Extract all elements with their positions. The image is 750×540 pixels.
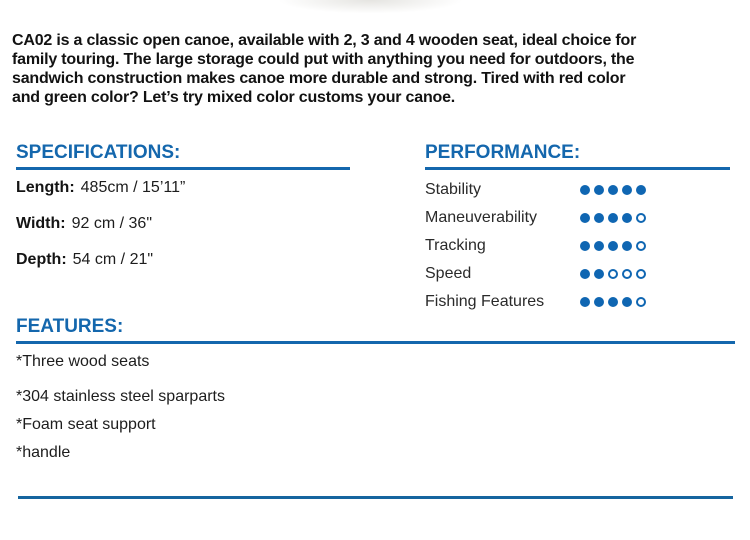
rating-dots — [580, 297, 650, 307]
performance-label: Fishing Features — [425, 293, 545, 310]
performance-row: Stability — [425, 176, 730, 204]
rating-dot-empty-icon — [608, 269, 618, 279]
rating-dot-filled-icon — [608, 185, 618, 195]
performance-row: Tracking — [425, 232, 730, 260]
rating-dot-empty-icon — [636, 269, 646, 279]
rating-dots — [580, 269, 650, 279]
rating-dot-filled-icon — [622, 297, 632, 307]
bottom-divider — [18, 496, 733, 499]
rating-dot-filled-icon — [622, 213, 632, 223]
specifications-heading: SPECIFICATIONS: — [16, 142, 181, 163]
spec-value: 485cm / 15’11” — [80, 179, 186, 196]
spec-label: Depth: — [16, 251, 67, 268]
spec-row: Width: 92 cm / 36" — [16, 210, 350, 238]
rating-dot-empty-icon — [622, 269, 632, 279]
performance-list: Stability Maneuverability Tracking Speed Fis… — [425, 176, 730, 316]
rating-dots — [580, 185, 650, 195]
performance-row: Maneuverability — [425, 204, 730, 232]
feature-item: *304 stainless steel sparparts — [16, 388, 225, 405]
performance-underline — [425, 167, 730, 170]
rating-dot-filled-icon — [608, 297, 618, 307]
performance-heading: PERFORMANCE: — [425, 142, 581, 163]
rating-dot-filled-icon — [594, 213, 604, 223]
cropped-photo-remnant — [268, 0, 473, 18]
rating-dot-filled-icon — [594, 269, 604, 279]
performance-row: Speed — [425, 260, 730, 288]
performance-label: Maneuverability — [425, 209, 538, 226]
spec-label: Width: — [16, 215, 66, 232]
specifications-list: Length: 485cm / 15’11” Width: 92 cm / 36" De… — [16, 174, 350, 274]
rating-dot-filled-icon — [580, 241, 590, 251]
spec-row: Depth: 54 cm / 21" — [16, 246, 350, 274]
features-list: *Three wood seats *304 stainless steel sp… — [16, 352, 735, 463]
rating-dot-filled-icon — [608, 213, 618, 223]
feature-item: *handle — [16, 444, 71, 461]
feature-item: *Three wood seats — [16, 353, 150, 370]
specifications-section: SPECIFICATIONS: Length: 485cm / 15’11” Wid… — [16, 142, 350, 274]
spec-row: Length: 485cm / 15’11” — [16, 174, 350, 202]
performance-label: Tracking — [425, 237, 486, 254]
rating-dot-filled-icon — [594, 297, 604, 307]
rating-dot-filled-icon — [594, 185, 604, 195]
performance-label: Stability — [425, 181, 482, 198]
rating-dot-filled-icon — [594, 241, 604, 251]
rating-dot-filled-icon — [580, 185, 590, 195]
spec-value: 92 cm / 36" — [71, 215, 152, 232]
feature-item: *Foam seat support — [16, 416, 156, 433]
features-underline — [16, 341, 735, 344]
features-heading: FEATURES: — [16, 316, 124, 337]
performance-row: Fishing Features — [425, 288, 730, 316]
rating-dot-filled-icon — [622, 241, 632, 251]
rating-dot-empty-icon — [636, 213, 646, 223]
rating-dot-filled-icon — [622, 185, 632, 195]
rating-dot-filled-icon — [608, 241, 618, 251]
rating-dot-filled-icon — [580, 269, 590, 279]
spec-label: Length: — [16, 179, 75, 196]
rating-dots — [580, 213, 650, 223]
product-intro-text: CA02 is a classic open canoe, available … — [12, 32, 637, 106]
spec-value: 54 cm / 21" — [72, 251, 154, 268]
rating-dot-empty-icon — [636, 241, 646, 251]
rating-dot-empty-icon — [636, 297, 646, 307]
performance-section: PERFORMANCE: Stability Maneuverability Tra… — [425, 142, 730, 316]
rating-dot-filled-icon — [580, 297, 590, 307]
features-section: FEATURES: *Three wood seats *304 stainles… — [16, 316, 735, 463]
rating-dots — [580, 241, 650, 251]
rating-dot-filled-icon — [636, 185, 646, 195]
specifications-underline — [16, 167, 350, 170]
performance-label: Speed — [425, 265, 472, 282]
rating-dot-filled-icon — [580, 213, 590, 223]
